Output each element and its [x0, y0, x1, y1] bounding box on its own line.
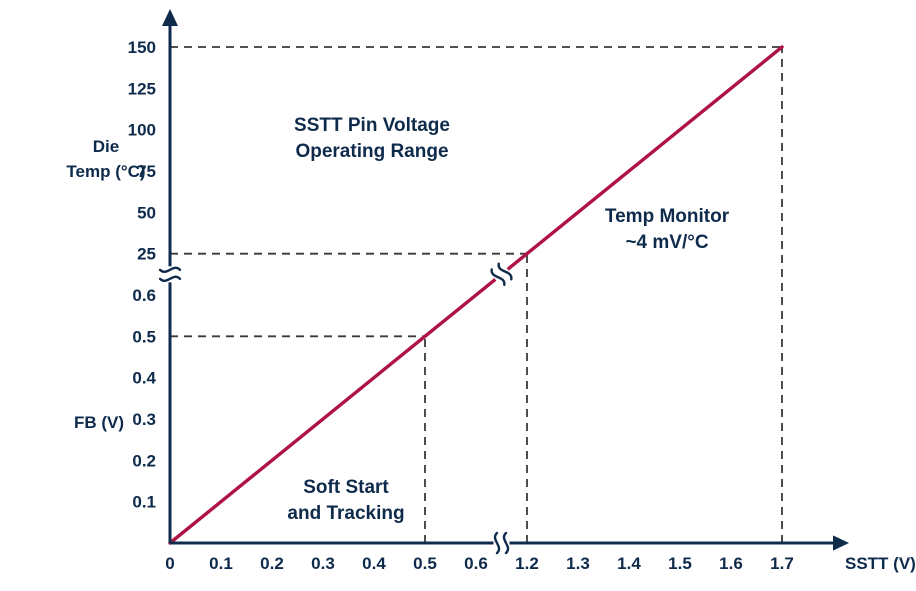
x-tick-label: 0.4 [362, 554, 386, 573]
y-tick-label: 25 [137, 245, 156, 264]
x-axis-break-squiggle-icon [502, 531, 510, 555]
y-tick-label: 100 [128, 121, 156, 140]
y-tick-label: 150 [128, 38, 156, 57]
y-tick-label: 0.6 [132, 286, 156, 305]
x-tick-label: 0.2 [260, 554, 284, 573]
x-tick-label: 0.6 [464, 554, 488, 573]
y-axis-break-squiggle-icon [158, 275, 182, 282]
series-line-break-gap [491, 265, 512, 284]
x-tick-label: 1.2 [515, 554, 539, 573]
x-tick-label: 1.5 [668, 554, 692, 573]
x-axis-label: SSTT (V) [845, 554, 916, 573]
x-tick-label: 1.7 [770, 554, 794, 573]
annotation-temp-monitor: ~4 mV/°C [625, 232, 708, 253]
y-axis-upper-label: Temp (°C) [66, 162, 145, 181]
series-line-break [490, 262, 513, 287]
y-tick-label: 75 [137, 162, 156, 181]
annotation-soft-start: Soft Start [303, 477, 389, 498]
y-axis-upper-label: Die [93, 137, 119, 156]
y-axis-arrow-icon [162, 9, 178, 26]
x-tick-label: 0.5 [413, 554, 437, 573]
x-tick-label: 1.6 [719, 554, 743, 573]
y-tick-label: 125 [128, 79, 156, 98]
y-tick-label: 50 [137, 203, 156, 222]
x-tick-label: 1.4 [617, 554, 641, 573]
y-tick-label: 0.3 [132, 410, 156, 429]
series-line-break-squiggle-icon [497, 262, 513, 281]
y-axis-break [158, 266, 182, 283]
x-axis-break-gap [493, 537, 510, 549]
x-tick-label: 1.3 [566, 554, 590, 573]
y-tick-label: 0.2 [132, 451, 156, 470]
x-axis-break-squiggle-icon [493, 531, 501, 555]
annotation-soft-start: and Tracking [287, 503, 404, 524]
x-tick-label: 0.3 [311, 554, 335, 573]
annotation-temp-monitor: Temp Monitor [605, 206, 730, 227]
y-axis-break-squiggle-icon [158, 266, 182, 273]
y-tick-label: 0.4 [132, 369, 156, 388]
x-axis-arrow-icon [833, 535, 849, 551]
x-tick-label: 0.1 [209, 554, 233, 573]
annotation-operating-range: Operating Range [295, 141, 448, 162]
y-axis-lower-label: FB (V) [74, 413, 124, 432]
x-axis-break [493, 531, 510, 555]
y-tick-label: 0.1 [132, 493, 156, 512]
y-tick-label: 0.5 [132, 327, 156, 346]
annotation-operating-range: SSTT Pin Voltage [294, 115, 450, 136]
series-line-break-squiggle-icon [490, 268, 506, 287]
series-line [168, 45, 784, 545]
x-tick-label: 0 [165, 554, 174, 573]
